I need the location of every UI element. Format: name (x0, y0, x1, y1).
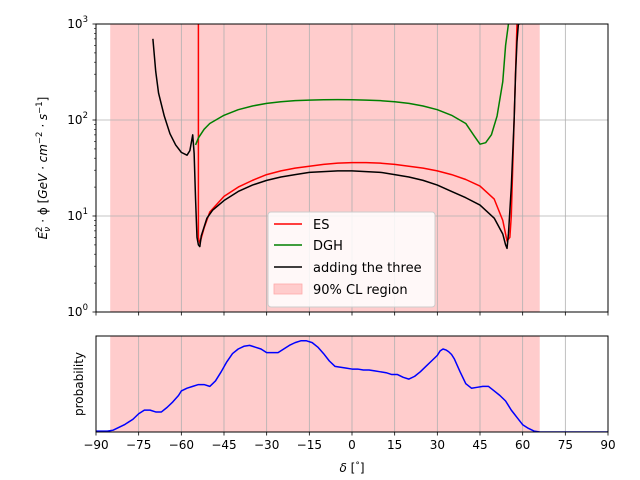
x-tick-label: −15 (297, 438, 322, 452)
legend-swatch-cl-region (273, 283, 303, 295)
x-axis-label: δ [°] (339, 461, 364, 475)
x-tick-label: −60 (169, 438, 194, 452)
x-label-delta: δ (339, 461, 346, 475)
y-tick-label: 100 (67, 303, 88, 319)
legend: ES DGH adding the three 90% CL region (267, 211, 436, 308)
y-label-exp-a: −2 (35, 132, 45, 145)
legend-entry-es: ES (274, 218, 329, 233)
y-tick-label: 103 (67, 15, 88, 31)
y-tick-label: 102 (67, 111, 88, 127)
x-label-rest: [ (347, 461, 356, 475)
confidence-region-shading-bottom (110, 336, 540, 432)
x-tick-label: 90 (600, 438, 615, 452)
x-tick-label: 45 (472, 438, 487, 452)
x-tick-label: −30 (254, 438, 279, 452)
x-label-close: ] (360, 461, 365, 475)
bottom-panel: −90 −75 −60 −45 −30 −15 0 15 30 45 60 75 90 probabil… (72, 335, 616, 475)
legend-box (267, 211, 436, 308)
x-tick-label: 15 (387, 438, 402, 452)
x-label-deg: ° (355, 461, 360, 471)
y-label-nu: ν (43, 227, 53, 232)
y-label-units-a: GeV · cm (36, 144, 50, 199)
series-line-es (197, 24, 518, 245)
legend-entry-cl-region: 90% CL region (273, 283, 408, 298)
y-tick-label: 101 (67, 207, 88, 223)
legend-label-sum: adding the three (313, 261, 422, 276)
series-group-top (152, 24, 520, 250)
x-tick-label: 60 (515, 438, 530, 452)
gridlines-top (96, 24, 608, 312)
x-tick-label: 0 (348, 438, 356, 452)
y-ticks-top: 100 101 102 103 (67, 15, 96, 319)
series-line-adding-the-three (152, 24, 520, 250)
legend-entry-dgh: DGH (274, 239, 343, 254)
x-ticks-top (95, 312, 609, 316)
legend-label-dgh: DGH (313, 239, 343, 254)
x-tick-label: −75 (126, 438, 151, 452)
legend-label-cl-region: 90% CL region (313, 283, 408, 298)
x-tick-label: −90 (83, 438, 108, 452)
x-ticks-bottom: −90 −75 −60 −45 −30 −15 0 15 30 45 60 75 90 (83, 432, 616, 452)
cl-region-bottom (110, 336, 540, 432)
series-group-bottom (96, 340, 608, 432)
series-line-dgh (194, 24, 510, 146)
x-tick-label: 75 (558, 438, 573, 452)
y-label-sup-two: 2 (35, 227, 45, 232)
y-label-units-b: · s (36, 114, 50, 132)
y-label-exp-b: −1 (35, 101, 45, 114)
legend-label-es: ES (313, 218, 329, 233)
y-axis-label-bottom: probability (72, 352, 86, 416)
x-tick-label: −45 (211, 438, 236, 452)
y-label-close: ] (36, 97, 50, 102)
y-axis-label-top: Eν2 · ϕ [GeV · cm−2 · s−1] (35, 97, 53, 240)
gridlines-bottom (96, 336, 608, 432)
y-label-e: E (36, 231, 50, 239)
legend-entry-sum: adding the three (274, 261, 422, 276)
series-line-probability (96, 340, 608, 432)
y-label-rest: · ϕ [ (36, 199, 50, 227)
x-tick-label: 30 (430, 438, 445, 452)
